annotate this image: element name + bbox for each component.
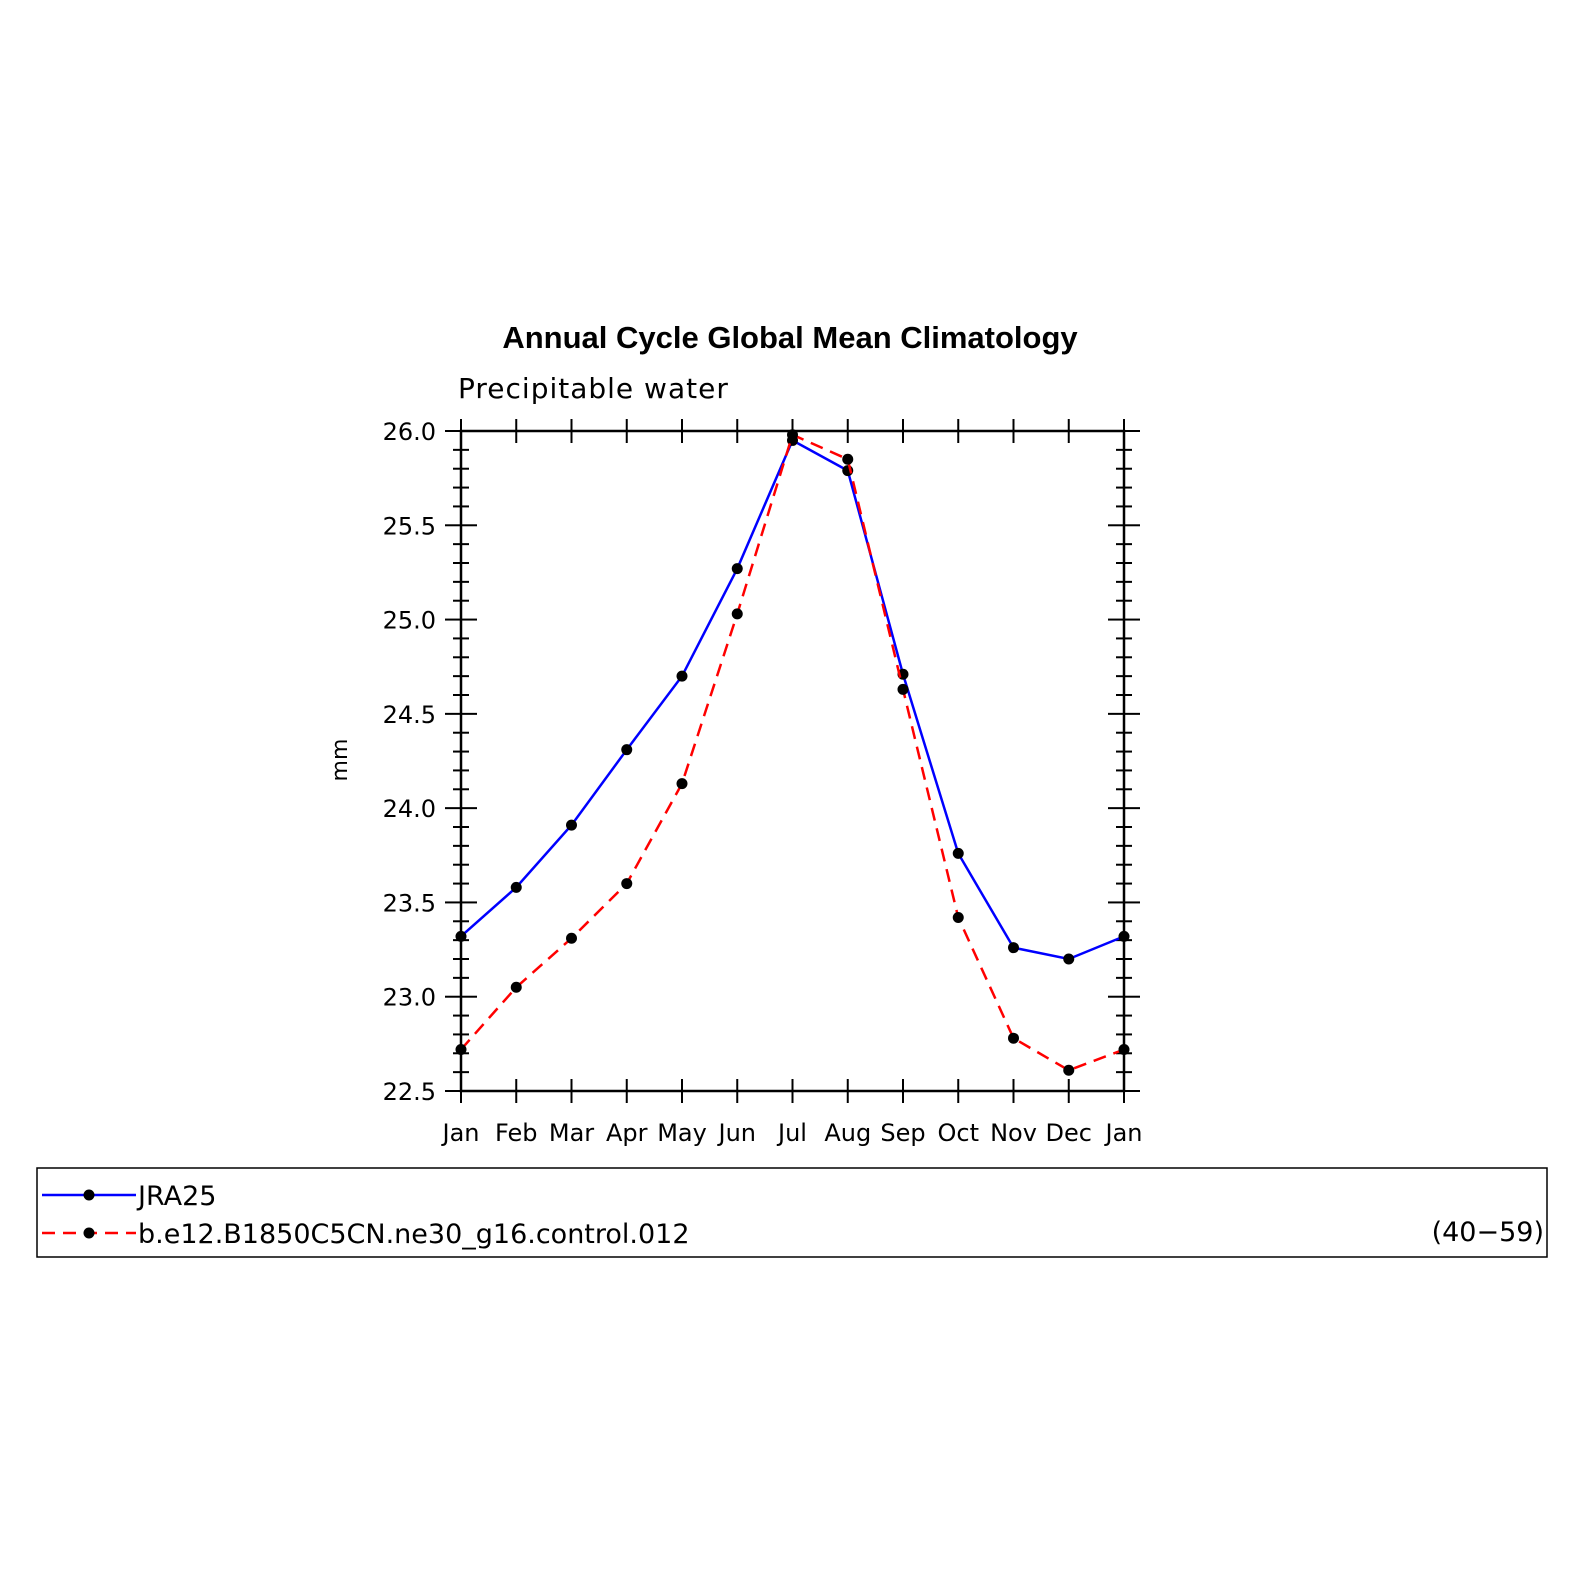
y-tick-label: 24.0 <box>383 795 436 823</box>
x-tick-label: Mar <box>549 1119 594 1147</box>
x-tick-label: Aug <box>824 1119 871 1147</box>
series-line-2 <box>460 433 1125 1072</box>
series-2-point <box>731 608 743 620</box>
legend-marker-1 <box>83 1189 95 1201</box>
axis-ticks <box>445 419 1140 1103</box>
x-tick-label: Sep <box>880 1119 925 1147</box>
chart-subtitle: Precipitable water <box>458 372 729 405</box>
series-2-point <box>566 932 577 944</box>
x-tick-label: Dec <box>1046 1119 1092 1147</box>
y-tick-label: 23.5 <box>383 889 436 917</box>
y-tick-label: 23.0 <box>383 984 436 1012</box>
y-tick-label: 25.0 <box>383 607 436 635</box>
legend-label-1: JRA25 <box>136 1181 216 1212</box>
series-1-point <box>621 744 633 756</box>
legend-box <box>36 1167 1548 1258</box>
x-tick-label: Jan <box>1104 1119 1143 1147</box>
x-tick-label: Oct <box>938 1119 980 1147</box>
series-1-point <box>952 847 964 859</box>
y-tick-label: 26.0 <box>383 418 436 446</box>
x-tick-label: Jul <box>776 1119 807 1147</box>
x-tick-labels: Jan Feb Mar Apr May Jun Jul Aug Sep Oct Nov Dec Jan <box>441 1119 1143 1147</box>
series-2-point <box>1008 1032 1019 1044</box>
series-1-point <box>1063 953 1075 965</box>
chart-title: Annual Cycle Global Mean Climatology <box>502 320 1078 355</box>
series-2-point <box>842 453 854 465</box>
x-tick-label: Jun <box>717 1119 757 1147</box>
y-tick-labels: 22.5 23.0 23.5 24.0 24.5 25.0 25.5 26.0 <box>383 418 436 1106</box>
series-2-point <box>676 778 688 790</box>
legend-label-2: b.e12.B1850C5CN.ne30_g16.control.012 <box>138 1219 690 1250</box>
series-2-point <box>621 878 633 890</box>
series-1-point <box>566 819 577 831</box>
series-1-point <box>731 563 743 575</box>
y-tick-label: 24.5 <box>383 701 436 729</box>
x-tick-label: May <box>657 1119 707 1147</box>
y-tick-label: 22.5 <box>383 1078 436 1106</box>
x-tick-label: Apr <box>606 1119 648 1147</box>
series-2-point <box>952 912 964 924</box>
legend: JRA25 b.e12.B1850C5CN.ne30_g16.control.01… <box>36 1167 1548 1258</box>
series-2-point <box>1063 1064 1075 1076</box>
series-2-point <box>510 981 522 993</box>
series-1-point <box>676 670 688 682</box>
x-tick-label: Jan <box>441 1119 480 1147</box>
plot-frame <box>459 429 1126 1093</box>
legend-years: (40−59) <box>1432 1217 1544 1248</box>
series-2-point <box>897 683 909 695</box>
legend-marker-2 <box>83 1227 95 1239</box>
x-tick-label: Nov <box>990 1119 1037 1147</box>
y-tick-label: 25.5 <box>383 512 436 540</box>
y-axis-label: mm <box>328 739 353 782</box>
series-line-1 <box>460 438 1125 961</box>
series-layer <box>455 429 1130 1076</box>
x-tick-label: Feb <box>495 1119 538 1147</box>
series-1-point <box>510 881 522 893</box>
series-1-point <box>1008 942 1019 954</box>
